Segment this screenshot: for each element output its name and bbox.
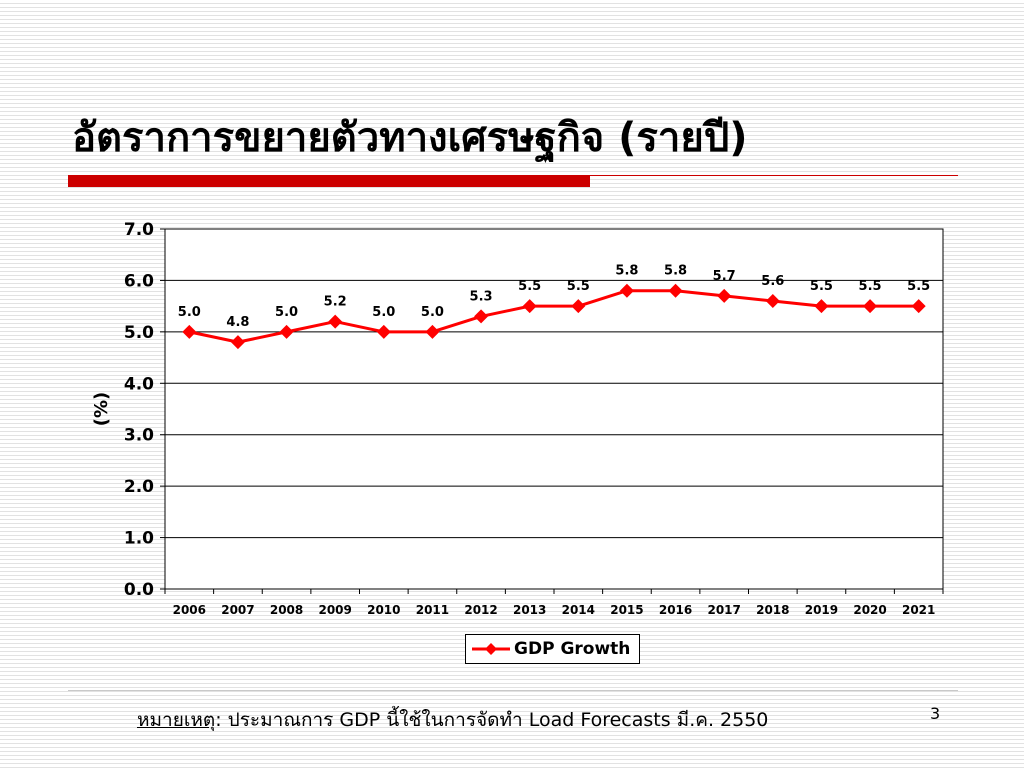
- data-label: 5.8: [664, 264, 687, 279]
- data-point-marker: [182, 324, 197, 339]
- data-label: 4.8: [226, 315, 249, 330]
- y-tick-label: 1.0: [124, 529, 154, 549]
- x-tick-label: 2018: [756, 603, 789, 617]
- data-point-marker: [522, 299, 537, 314]
- series-line: [189, 289, 919, 344]
- data-label: 5.0: [275, 305, 298, 320]
- data-point-marker: [765, 294, 780, 308]
- x-tick-label: 2014: [562, 603, 595, 617]
- y-tick-label: 7.0: [124, 220, 154, 240]
- title-underline-line: [590, 175, 958, 176]
- page-number: 3: [930, 704, 941, 723]
- data-point-marker: [376, 324, 391, 339]
- x-tick-label: 2010: [367, 603, 400, 617]
- footnote: หมายเหตุ: ประมาณการ GDP นี้ใช้ในการจัดทำ…: [137, 705, 768, 735]
- title-underline-bar: [68, 175, 590, 187]
- legend-label: GDP Growth: [514, 639, 631, 659]
- footnote-text: : ประมาณการ GDP นี้ใช้ในการจัดทำ Load Fo…: [215, 709, 769, 731]
- x-tick-label: 2006: [173, 603, 206, 617]
- x-tick-label: 2020: [853, 603, 886, 617]
- data-point-marker: [717, 288, 732, 303]
- data-label: 5.5: [567, 279, 590, 294]
- data-label: 5.5: [810, 279, 833, 294]
- data-point-marker: [425, 324, 440, 339]
- y-tick-label: 5.0: [124, 323, 154, 343]
- x-tick-label: 2013: [513, 603, 546, 617]
- x-tick-label: 2011: [416, 603, 449, 617]
- gridlines: [165, 279, 943, 539]
- data-label: 5.0: [178, 305, 201, 320]
- data-labels: 5.0 4.8 5.0 5.2 5.0 5.0 5.3 5.5 5.5 5.8 5.8 5.7 5.6 5…: [178, 264, 930, 330]
- y-axis-ticks: 0.0 1.0 2.0 3.0 4.0 5.0 6.0 7.0: [124, 220, 165, 600]
- x-axis-ticks: 2006 2007 2008 2009 2010 2011 2012 2013 2014 2015…: [164, 589, 944, 617]
- data-label: 5.3: [470, 289, 493, 304]
- y-tick-label: 2.0: [124, 477, 154, 497]
- x-tick-label: 2021: [902, 603, 935, 617]
- data-point-marker: [571, 299, 586, 314]
- x-tick-label: 2012: [464, 603, 497, 617]
- y-tick-label: 0.0: [124, 580, 154, 600]
- data-label: 5.6: [761, 274, 784, 289]
- data-label: 5.8: [615, 264, 638, 279]
- series-gdp-growth: [182, 283, 926, 350]
- slide-title: อัตราการขยายตัวทางเศรษฐกิจ (รายปี): [72, 115, 748, 161]
- legend-marker-icon: [472, 643, 510, 655]
- chart-legend: GDP Growth: [465, 634, 640, 664]
- x-tick-label: 2015: [610, 603, 643, 617]
- data-point-marker: [668, 283, 683, 298]
- x-tick-label: 2019: [805, 603, 838, 617]
- plot-area: [165, 229, 943, 589]
- data-point-marker: [619, 283, 634, 298]
- x-tick-label: 2009: [318, 603, 351, 617]
- data-label: 5.5: [859, 279, 882, 294]
- y-axis-label: (%): [91, 392, 112, 427]
- data-label: 5.7: [713, 269, 736, 284]
- x-tick-label: 2007: [221, 603, 254, 617]
- data-point-marker: [230, 335, 245, 350]
- data-point-marker: [474, 309, 489, 324]
- x-tick-label: 2017: [707, 603, 740, 617]
- footer-divider: [68, 690, 958, 691]
- data-label: 5.0: [421, 305, 444, 320]
- data-label: 5.5: [518, 279, 541, 294]
- y-tick-label: 4.0: [124, 374, 154, 394]
- data-label: 5.5: [907, 279, 930, 294]
- data-point-marker: [328, 314, 343, 329]
- footnote-label: หมายเหตุ: [137, 709, 216, 731]
- x-tick-label: 2016: [659, 603, 692, 617]
- data-label: 5.2: [324, 295, 347, 310]
- data-point-marker: [279, 324, 294, 339]
- y-tick-label: 3.0: [124, 426, 154, 446]
- data-point-marker: [814, 299, 829, 314]
- data-label: 5.0: [372, 305, 395, 320]
- data-point-marker: [911, 299, 926, 314]
- x-tick-label: 2008: [270, 603, 303, 617]
- data-point-marker: [863, 299, 878, 314]
- y-tick-label: 6.0: [124, 271, 154, 291]
